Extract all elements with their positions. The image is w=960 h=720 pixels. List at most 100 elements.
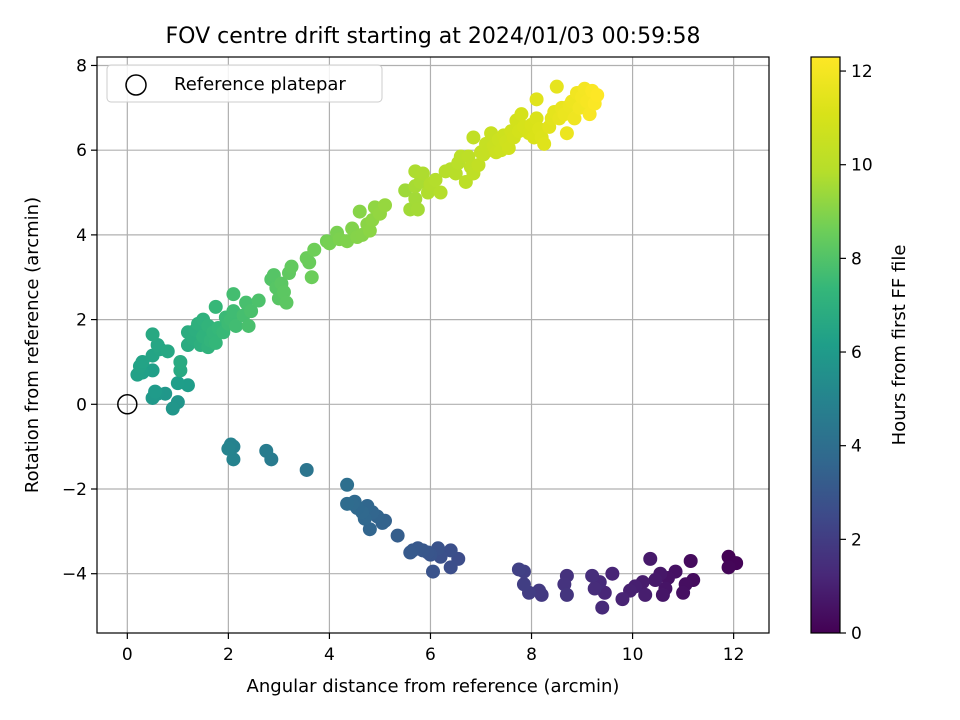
colorbar-tick-label: 12	[851, 62, 873, 82]
scatter-point	[590, 88, 605, 103]
scatter-point	[529, 92, 544, 107]
scatter-point	[638, 587, 653, 602]
colorbar-tick-label: 10	[851, 156, 873, 176]
x-tick-label: 4	[324, 645, 335, 665]
x-tick-label: 6	[425, 645, 436, 665]
scatter-point	[228, 318, 243, 333]
scatter-point	[433, 185, 448, 200]
scatter-point	[145, 327, 160, 342]
grid-lines	[97, 57, 769, 633]
scatter-point	[299, 462, 314, 477]
scatter-point	[304, 270, 319, 285]
scatter-point	[259, 443, 274, 458]
scatter-point	[426, 564, 440, 579]
scatter-point	[135, 354, 150, 369]
y-tick-label: −2	[62, 480, 87, 500]
scatter-point	[173, 354, 188, 369]
scatter-point	[251, 293, 266, 308]
scatter-point	[605, 566, 620, 581]
scatter-point	[226, 452, 241, 467]
scatter-point	[721, 560, 736, 575]
scatter-point	[587, 581, 602, 596]
x-axis-label: Angular distance from reference (arcmin)	[247, 676, 620, 697]
scatter-point	[160, 344, 175, 359]
scatter-point	[408, 191, 423, 206]
legend: Reference platepar	[106, 64, 383, 103]
scatter-point	[307, 242, 322, 257]
scatter-point	[170, 376, 185, 391]
colorbar: 0 2 4 6 8 10 12 Hours from first FF file	[810, 56, 910, 644]
legend-box	[106, 64, 383, 103]
scatter-point	[208, 299, 223, 314]
scatter-point	[537, 136, 552, 151]
scatter-point	[428, 172, 443, 187]
scatter-point	[443, 560, 458, 575]
x-tick-label: 0	[122, 645, 133, 665]
scatter-point	[378, 198, 392, 213]
scatter-point	[615, 592, 630, 607]
scatter-point	[557, 577, 572, 592]
scatter-point	[676, 585, 691, 600]
scatter-point	[595, 600, 610, 615]
scatter-point	[516, 577, 531, 592]
colorbar-gradient	[810, 56, 841, 634]
plot-area: 0 2 4 6 8 10 12 −4 −2 0 2 4 6 8	[62, 56, 770, 665]
scatter-point	[415, 166, 430, 181]
colorbar-ticks: 0 2 4 6 8 10 12	[840, 62, 873, 644]
scatter-point	[148, 384, 163, 399]
colorbar-tick-label: 2	[851, 530, 862, 550]
x-tick-label: 2	[223, 645, 234, 665]
y-tick-label: −4	[62, 565, 87, 585]
scatter-point	[582, 107, 597, 122]
scatter-point	[655, 587, 670, 602]
scatter-point	[461, 149, 476, 164]
y-axis-label: Rotation from reference (arcmin)	[22, 197, 43, 493]
scatter-point	[276, 285, 291, 300]
scatter-point	[241, 318, 256, 333]
scatter-point	[648, 573, 663, 588]
colorbar-label: Hours from first FF file	[889, 245, 910, 446]
scatter-point	[559, 126, 574, 141]
scatter-point	[221, 441, 236, 456]
y-tick-label: 8	[76, 56, 87, 76]
x-axis-ticks: 0 2 4 6 8 10 12	[122, 633, 745, 665]
scatter-point	[643, 551, 658, 566]
y-axis-ticks: −4 −2 0 2 4 6 8	[62, 56, 97, 585]
scatter-point	[511, 562, 526, 577]
scatter-point	[403, 545, 418, 560]
colorbar-tick-label: 4	[851, 437, 862, 457]
reference-point-marker	[117, 394, 138, 415]
scatter-point	[352, 204, 367, 219]
chart-title: FOV centre drift starting at 2024/01/03 …	[166, 24, 701, 49]
scatter-point	[443, 543, 458, 558]
scatter-point	[340, 496, 355, 511]
scatter-point	[529, 111, 544, 126]
legend-entry: Reference platepar	[174, 74, 346, 95]
x-tick-label: 8	[526, 645, 537, 665]
scatter-point	[244, 304, 259, 319]
scatter-point	[410, 202, 425, 217]
scatter-point	[466, 130, 481, 145]
scatter-point	[284, 259, 299, 274]
scatter-point	[362, 223, 377, 238]
scatter-point	[585, 568, 600, 583]
scatter-point	[559, 587, 574, 602]
legend-marker-icon	[125, 74, 147, 96]
scatter-point	[208, 335, 223, 350]
y-tick-label: 2	[76, 311, 87, 331]
y-tick-label: 4	[76, 226, 87, 246]
colorbar-tick-label: 8	[851, 249, 862, 269]
plot-frame	[96, 56, 770, 634]
scatter-point	[501, 141, 516, 156]
scatter-point	[226, 287, 241, 302]
scatter-point	[567, 111, 582, 126]
colorbar-tick-label: 0	[851, 624, 862, 644]
scatter-point	[390, 528, 405, 543]
scatter-point	[340, 477, 355, 492]
scatter-point	[279, 295, 294, 310]
scatter-point	[448, 166, 463, 181]
scatter-point	[471, 158, 486, 172]
scatter-point	[165, 401, 180, 416]
x-tick-label: 12	[723, 645, 745, 665]
scatter-point	[150, 338, 165, 352]
